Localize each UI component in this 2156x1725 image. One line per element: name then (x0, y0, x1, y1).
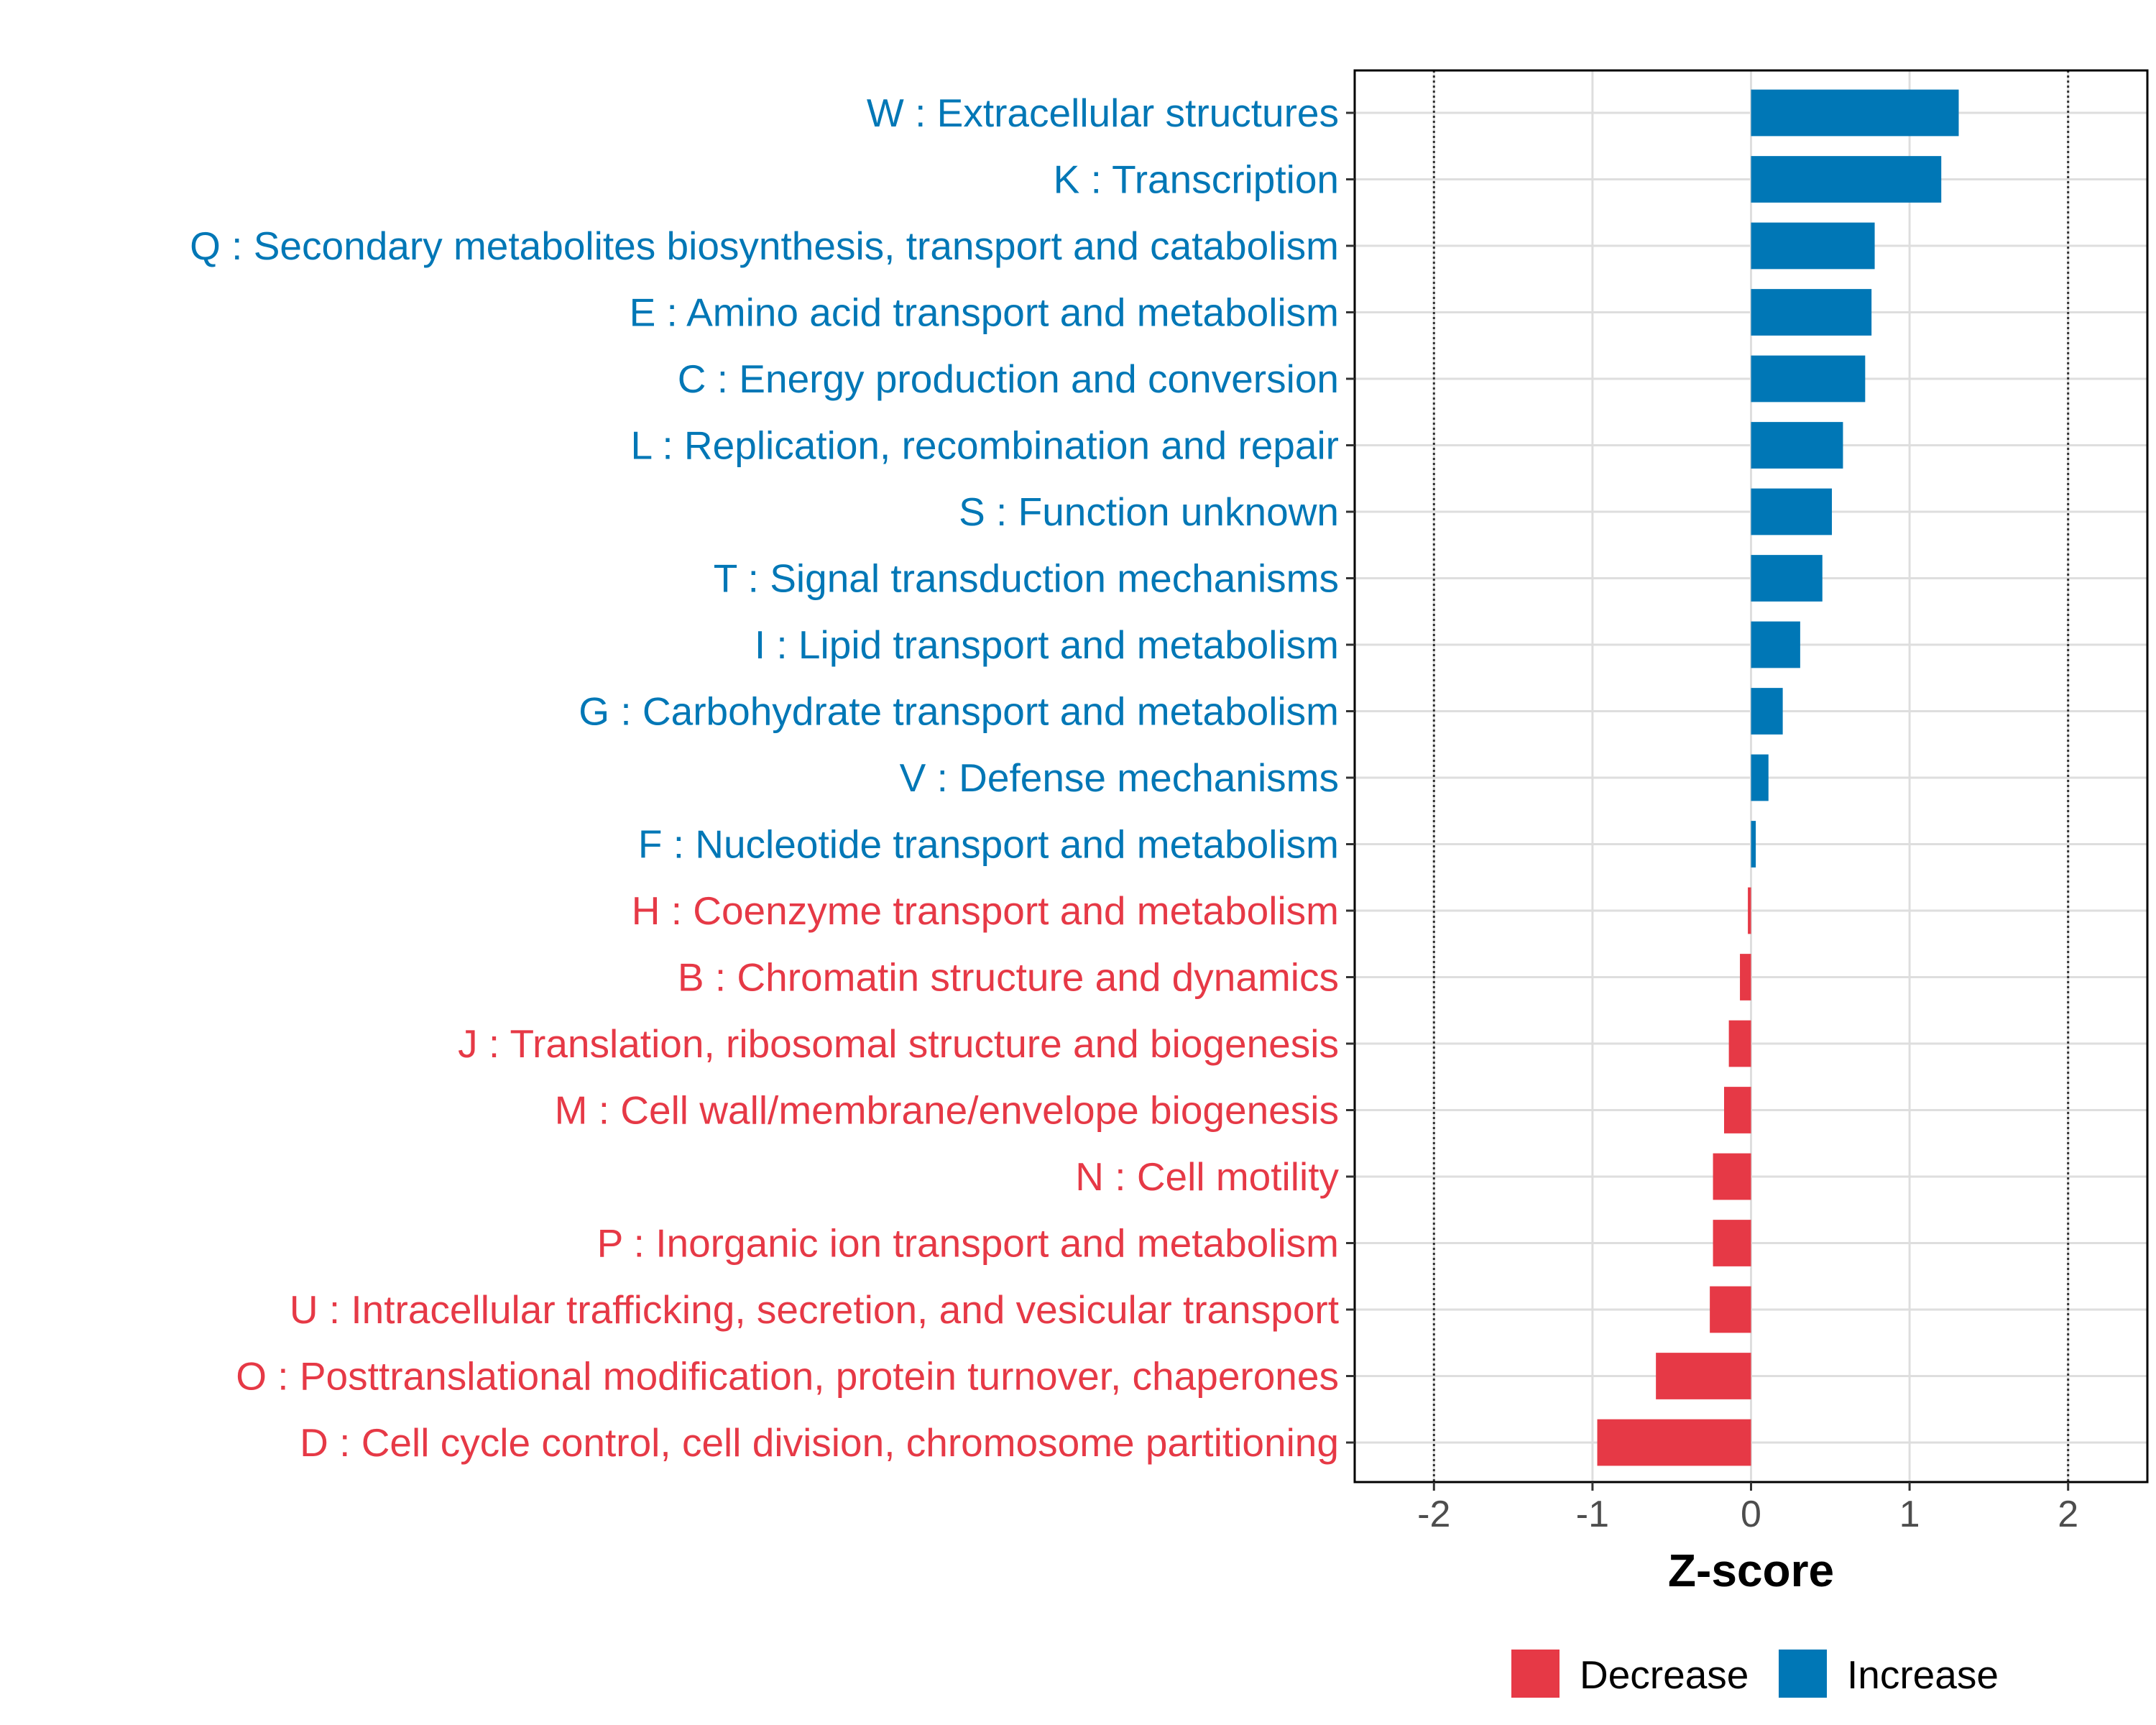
bars (1597, 89, 1959, 1466)
bar (1713, 1153, 1751, 1200)
category-label: D : Cell cycle control, cell division, c… (300, 1420, 1339, 1465)
category-label: W : Extracellular structures (867, 91, 1339, 135)
bar (1751, 355, 1866, 402)
bar (1751, 156, 1942, 203)
bar (1656, 1353, 1751, 1399)
bar (1597, 1419, 1751, 1466)
category-label: M : Cell wall/membrane/envelope biogenes… (555, 1088, 1339, 1133)
legend-label: Increase (1847, 1652, 1999, 1697)
category-label: B : Chromatin structure and dynamics (678, 955, 1339, 1000)
bar (1751, 821, 1756, 868)
bar (1728, 1020, 1751, 1067)
category-label: I : Lipid transport and metabolism (755, 622, 1339, 667)
x-axis-title: Z-score (1668, 1545, 1834, 1596)
bar (1751, 89, 1959, 137)
category-label: J : Translation, ribosomal structure and… (458, 1021, 1339, 1066)
bar (1751, 621, 1800, 668)
reference-lines (1432, 70, 2070, 1482)
category-label: O : Posttranslational modification, prot… (236, 1354, 1339, 1399)
x-tick-label: -2 (1417, 1494, 1450, 1535)
category-label: V : Defense mechanisms (900, 755, 1339, 800)
category-label: K : Transcription (1054, 157, 1339, 202)
bar (1751, 555, 1823, 602)
category-label: L : Replication, recombination and repai… (631, 423, 1339, 468)
bar (1751, 422, 1843, 469)
legend: Decrease Increase (1511, 1650, 1999, 1698)
category-label: Q : Secondary metabolites biosynthesis, … (190, 224, 1339, 268)
category-label: C : Energy production and conversion (678, 356, 1339, 401)
x-tick-label: 0 (1741, 1494, 1761, 1535)
x-tick-label: 2 (2058, 1494, 2078, 1535)
category-label: N : Cell motility (1075, 1154, 1339, 1199)
x-tick-label: -1 (1576, 1494, 1609, 1535)
bar (1723, 1087, 1751, 1133)
x-axis-tick-labels: -2 -1 0 1 2 (1417, 1494, 2078, 1535)
category-label: H : Coenzyme transport and metabolism (632, 888, 1339, 933)
bar (1713, 1220, 1751, 1266)
bar (1751, 289, 1872, 336)
bar (1748, 887, 1751, 934)
category-label: F : Nucleotide transport and metabolism (638, 822, 1339, 867)
legend-key (1779, 1650, 1827, 1698)
bar (1751, 488, 1833, 535)
bar (1751, 754, 1769, 801)
x-axis-ticks (1432, 1482, 2070, 1491)
legend-label: Decrease (1580, 1652, 1749, 1697)
bar (1751, 688, 1783, 735)
legend-key (1511, 1650, 1560, 1698)
category-label: G : Carbohydrate transport and metabolis… (579, 689, 1339, 734)
category-label: P : Inorganic ion transport and metaboli… (597, 1221, 1339, 1266)
category-label: S : Function unknown (959, 489, 1339, 534)
y-axis-category-labels: W : Extracellular structures K : Transcri… (190, 91, 1339, 1465)
bar (1751, 222, 1875, 270)
category-label: E : Amino acid transport and metabolism (630, 290, 1339, 335)
category-label: T : Signal transduction mechanisms (714, 556, 1339, 601)
bar (1710, 1286, 1751, 1333)
bar (1740, 954, 1751, 1000)
x-tick-label: 1 (1899, 1494, 1920, 1535)
y-axis-ticks (1346, 111, 1355, 1444)
category-label: U : Intracellular trafficking, secretion… (290, 1287, 1339, 1332)
